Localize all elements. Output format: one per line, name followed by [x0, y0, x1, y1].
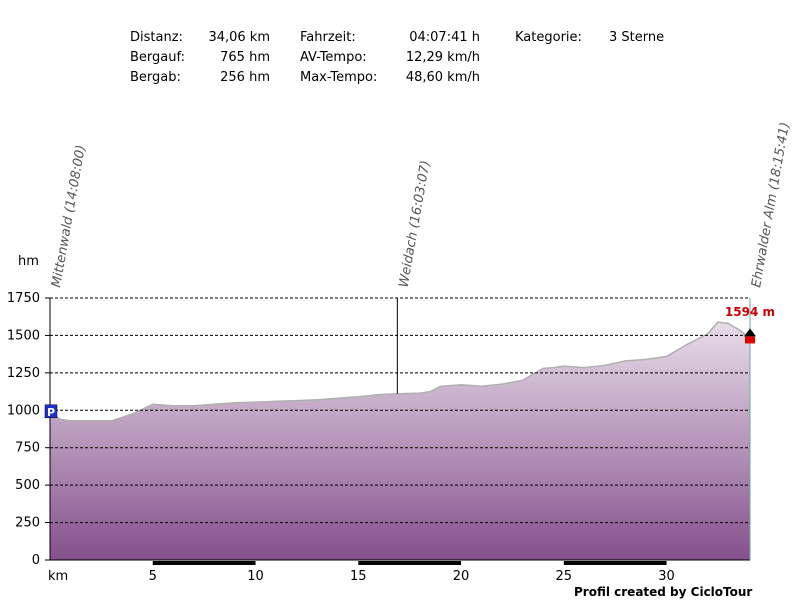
x-axis-label: km — [48, 569, 68, 584]
y-tick-label: 0 — [32, 553, 40, 568]
y-tick-label: 1000 — [7, 403, 40, 418]
avtempo-value: 12,29 km/h — [405, 50, 480, 65]
distanz-value: 34,06 km — [208, 30, 270, 45]
bergab-label: Bergab: — [130, 70, 181, 85]
bergab-value: 256 hm — [220, 70, 270, 85]
x-axis-band — [563, 561, 667, 565]
max-elevation-label: 1594 m — [725, 305, 775, 319]
kategorie-label: Kategorie: — [515, 30, 582, 45]
elevation-line — [49, 321, 751, 422]
credit-text: Profil created by CicloTour — [574, 585, 753, 599]
distanz-label: Distanz: — [130, 30, 183, 45]
avtempo-label: AV-Tempo: — [300, 50, 367, 65]
x-tick-label: 30 — [658, 569, 675, 584]
x-tick-label: 15 — [350, 569, 367, 584]
y-tick-label: 1500 — [7, 328, 40, 343]
bergauf-label: Bergauf: — [130, 50, 185, 65]
y-tick-label: 250 — [15, 516, 40, 531]
parking-icon — [44, 404, 58, 419]
x-tick-label: 10 — [247, 569, 264, 584]
bergauf-value: 765 hm — [220, 50, 270, 65]
waypoint-label: Ehrwalder Alm (18:15:41) — [749, 121, 793, 289]
x-axis-band — [152, 561, 256, 565]
finish-flag-icon — [745, 336, 755, 344]
y-tick-label: 500 — [15, 478, 40, 493]
waypoint-label: Mittenwald (14:08:00) — [49, 144, 89, 289]
x-axis-band — [358, 561, 462, 565]
x-tick-label: 25 — [556, 569, 573, 584]
maxtempo-label: Max-Tempo: — [300, 70, 378, 85]
x-tick-label: 20 — [453, 569, 470, 584]
waypoint-label: Weidach (16:03:07) — [396, 159, 433, 288]
kategorie-value: 3 Sterne — [609, 30, 665, 45]
y-tick-label: 1750 — [7, 291, 40, 306]
y-axis-label: hm — [18, 254, 39, 269]
tour-stats: Distanz: 34,06 km Bergauf: 765 hm Bergab… — [0, 0, 800, 100]
parking-icon-letter: P — [47, 406, 55, 419]
fahrzeit-label: Fahrzeit: — [300, 30, 356, 45]
y-tick-label: 1250 — [7, 366, 40, 381]
x-tick-label: 5 — [149, 569, 157, 584]
summit-icon — [744, 328, 756, 337]
fahrzeit-value: 04:07:41 h — [409, 30, 480, 45]
maxtempo-value: 48,60 km/h — [405, 70, 480, 85]
elevation-area — [50, 322, 750, 560]
y-tick-label: 750 — [15, 441, 40, 456]
